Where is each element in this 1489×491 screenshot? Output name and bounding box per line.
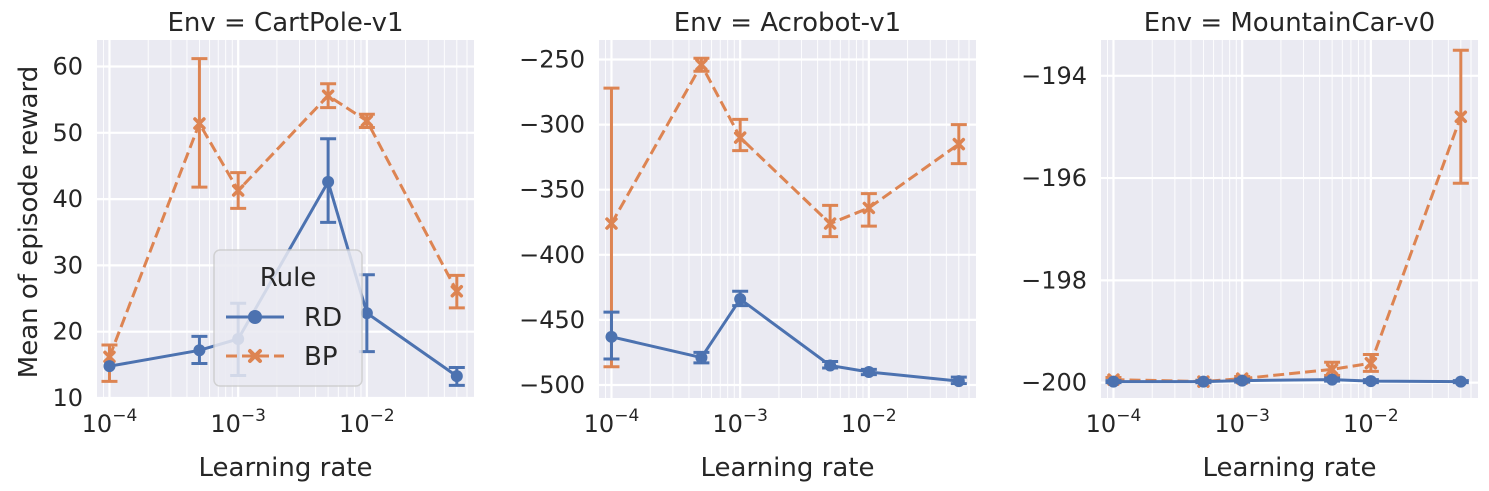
y-tick-label: −194 (1021, 62, 1087, 90)
data-point-RD (322, 175, 335, 188)
series-RD (603, 289, 967, 388)
data-point-RD (103, 360, 116, 373)
data-point-RD (695, 351, 708, 364)
data-point-RD (1454, 375, 1467, 388)
data-point-RD (952, 375, 965, 388)
legend-title: Rule (260, 263, 317, 293)
y-tick-label: −350 (519, 176, 585, 204)
y-tick-label: −196 (1021, 164, 1087, 192)
x-tick-label: 10−4 (1086, 406, 1142, 438)
y-tick-label: −200 (1021, 369, 1087, 397)
y-tick-label: 10 (52, 384, 83, 412)
y-tick-label: −198 (1021, 266, 1087, 294)
data-point-BP (360, 114, 374, 128)
data-point-BP (450, 285, 464, 298)
panel-3: 10−4 10−3 10−2 −200 −198 −196 −194 Env = Mounta… (1021, 8, 1478, 483)
legend-entry-BP: BP (226, 342, 338, 372)
data-point-BP (1454, 110, 1468, 123)
data-point-BP (1364, 356, 1378, 370)
panel-title: Env = Acrobot-v1 (674, 8, 901, 38)
legend: Rule RD BP (213, 249, 363, 387)
series-RD (1105, 373, 1469, 388)
x-axis-label: Learning rate (1203, 453, 1377, 483)
y-tick-label: −250 (519, 46, 585, 74)
data-point-RD (1364, 375, 1377, 388)
data-point-RD (1197, 375, 1210, 388)
y-tick-label: −300 (519, 111, 585, 139)
legend-label-RD: RD (304, 303, 342, 333)
y-tick-label: 50 (52, 119, 83, 147)
panel-1: 10−4 10−3 10−2 10 20 30 40 50 60 Env = CartPole-v… (52, 8, 474, 483)
x-tick-label: 10−4 (82, 406, 138, 438)
series-line-BP (610, 61, 960, 226)
panel-title: Env = CartPole-v1 (167, 8, 403, 38)
data-point-BP (231, 184, 245, 197)
x-tick-label: 10−2 (1343, 406, 1399, 438)
y-tick-label: −450 (519, 306, 585, 334)
x-tick-label: 10−4 (584, 406, 640, 438)
data-point-BP (952, 137, 966, 151)
legend-entry-RD: RD (226, 303, 342, 333)
data-point-RD (734, 293, 747, 306)
panel-2: 10−4 10−3 10−2 −500 −450 −400 −350 −300 −250 Env … (519, 8, 976, 483)
data-point-RD (1236, 374, 1249, 387)
series-BP (101, 57, 465, 383)
data-point-BP (1325, 363, 1339, 376)
panel-title: Env = MountainCar-v0 (1144, 8, 1435, 38)
data-point-RD (824, 359, 837, 372)
y-tick-label: 60 (52, 53, 83, 81)
y-tick-label: 30 (52, 251, 83, 279)
plot-area (1101, 40, 1478, 398)
data-point-RD (360, 307, 373, 320)
data-point-BP (733, 131, 747, 144)
y-tick-label: −400 (519, 241, 585, 269)
x-axis-label: Learning rate (701, 453, 875, 483)
x-tick-label: 10−3 (1214, 406, 1270, 438)
y-tick-label: 20 (52, 318, 83, 346)
data-point-BP (321, 89, 335, 102)
series-line-RD (611, 296, 959, 383)
legend-marker-BP (248, 349, 262, 363)
legend-label-BP: BP (304, 342, 338, 372)
data-point-BP (605, 217, 618, 230)
series-line-BP (108, 93, 459, 358)
data-point-RD (605, 330, 618, 343)
series-line-RD (1113, 378, 1461, 384)
y-tick-label: 40 (52, 185, 83, 213)
data-point-RD (1107, 375, 1120, 388)
x-axis-label: Learning rate (199, 453, 373, 483)
plot-area (599, 40, 976, 398)
data-point-BP (862, 201, 876, 215)
y-tick-label: −500 (519, 371, 585, 399)
legend-marker-RD (248, 310, 262, 324)
x-tick-label: 10−2 (339, 406, 395, 438)
data-point-RD (1326, 373, 1339, 386)
y-axis-label: Mean of episode reward (14, 66, 44, 378)
data-point-RD (193, 344, 206, 357)
x-tick-label: 10−3 (712, 406, 768, 438)
data-point-BP (695, 58, 708, 71)
data-point-RD (450, 370, 463, 383)
data-point-BP (193, 117, 206, 130)
x-tick-label: 10−3 (210, 406, 266, 438)
x-tick-label: 10−2 (841, 406, 897, 438)
data-point-BP (103, 350, 116, 364)
data-point-RD (862, 365, 875, 378)
data-point-BP (823, 217, 837, 230)
